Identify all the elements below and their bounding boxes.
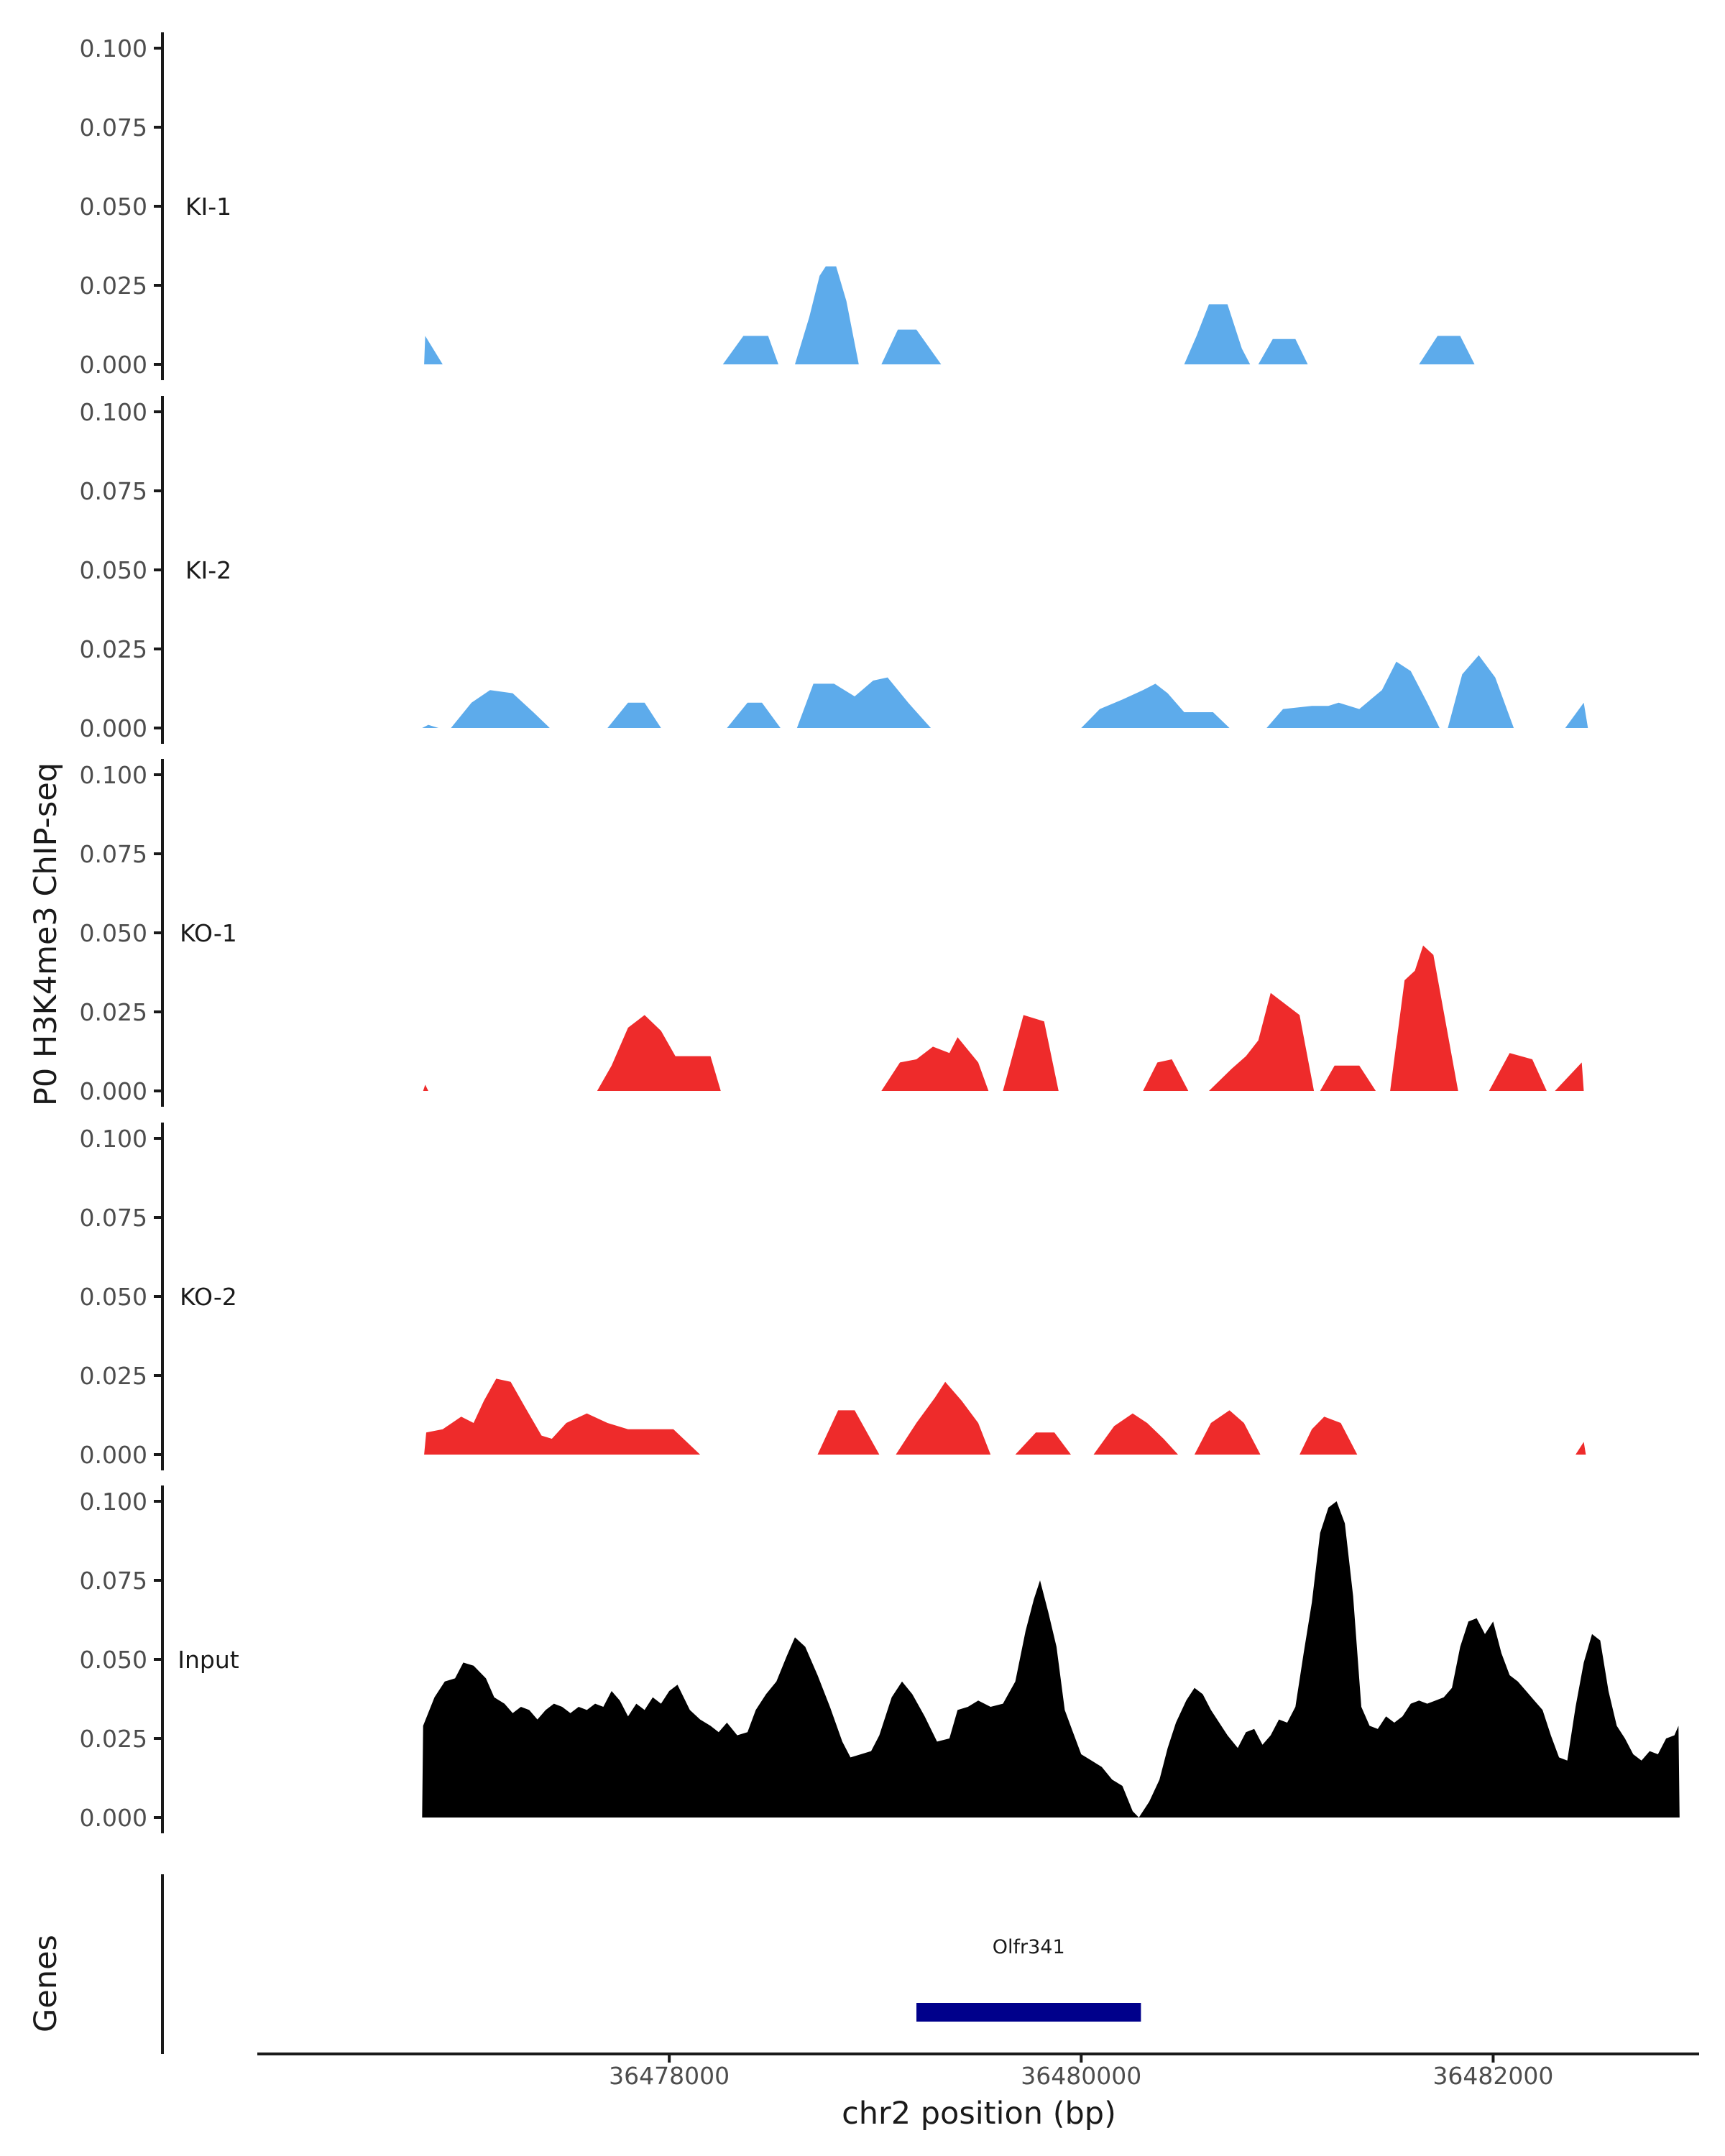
y-tick-label-ki-2: 0.000: [80, 714, 147, 742]
y-tick-label-ki-1: 0.050: [80, 193, 147, 221]
track-ki-1: 0.000 0.025 0.050 0.075 0.100 KI-1: [80, 32, 1586, 380]
track-input: 0.000 0.025 0.050 0.075 0.100 Input: [80, 1485, 1680, 1833]
y-tick-label-ko-1: 0.000: [80, 1077, 147, 1105]
track-label-input: Input: [178, 1646, 239, 1674]
y-tick-label-ki-2: 0.050: [80, 556, 147, 584]
y-tick-label-input: 0.025: [80, 1725, 147, 1753]
gene-body-olfr341: [916, 2003, 1141, 2022]
signal-tracks: 0.0000.0250.0500.0750.100KI-10.0000.0250…: [80, 32, 1680, 1833]
y-tick-label-input: 0.100: [80, 1488, 147, 1516]
signal-area-ki-2: [422, 655, 1588, 728]
y-tick-label-ki-1: 0.025: [80, 272, 147, 300]
y-tick-label-ki-1: 0.075: [80, 114, 147, 142]
gene-label-olfr341: Olfr341: [993, 1936, 1065, 1958]
signal-area-input: [422, 1501, 1680, 1818]
x-axis-title: chr2 position (bp): [842, 2096, 1116, 2132]
y-tick-label-ki-1: 0.000: [80, 351, 147, 379]
y-tick-label-input: 0.075: [80, 1567, 147, 1595]
gene-track: Olfr341: [161, 1874, 1141, 2054]
track-label-ko-1: KO-1: [180, 919, 237, 947]
y-tick-label-ko-2: 0.025: [80, 1362, 147, 1390]
signal-area-ki-1: [424, 266, 1586, 364]
track-ko-2: 0.000 0.025 0.050 0.075 0.100 KO-2: [80, 1123, 1586, 1470]
track-label-ki-2: KI-2: [185, 556, 231, 584]
y-tick-label-ko-1: 0.050: [80, 919, 147, 947]
y-tick-label-ko-2: 0.075: [80, 1204, 147, 1232]
x-axis: 36478000 36480000 36482000: [257, 2053, 1699, 2090]
x-tick-label: 36478000: [609, 2062, 730, 2090]
y-tick-label-ki-2: 0.075: [80, 477, 147, 505]
y-tick-label-ko-1: 0.075: [80, 840, 147, 868]
y-tick-label-ki-1: 0.100: [80, 34, 147, 63]
track-label-ki-1: KI-1: [185, 193, 231, 221]
y-tick-label-ki-2: 0.100: [80, 398, 147, 426]
x-tick-label: 36480000: [1021, 2062, 1141, 2090]
y-tick-label-ko-1: 0.100: [80, 761, 147, 789]
track-label-ko-2: KO-2: [180, 1283, 237, 1311]
y-tick-label-ki-2: 0.025: [80, 635, 147, 663]
y-tick-label-input: 0.000: [80, 1804, 147, 1832]
y-tick-label-ko-2: 0.050: [80, 1283, 147, 1311]
y-tick-label-input: 0.050: [80, 1646, 147, 1674]
y-tick-label-ko-2: 0.000: [80, 1441, 147, 1469]
y-axis-title: P0 H3K4me3 ChIP-seq: [28, 763, 64, 1106]
signal-area-ko-2: [424, 1378, 1586, 1455]
signal-area-ko-1: [423, 945, 1584, 1091]
y-tick-label-ko-1: 0.025: [80, 998, 147, 1026]
genes-axis-title: Genes: [28, 1935, 64, 2032]
y-tick-label-ko-2: 0.100: [80, 1125, 147, 1153]
x-tick-label: 36482000: [1432, 2062, 1553, 2090]
track-ko-1: 0.000 0.025 0.050 0.075 0.100 KO-1: [80, 759, 1584, 1107]
track-ki-2: 0.000 0.025 0.050 0.075 0.100 KI-2: [80, 396, 1588, 744]
